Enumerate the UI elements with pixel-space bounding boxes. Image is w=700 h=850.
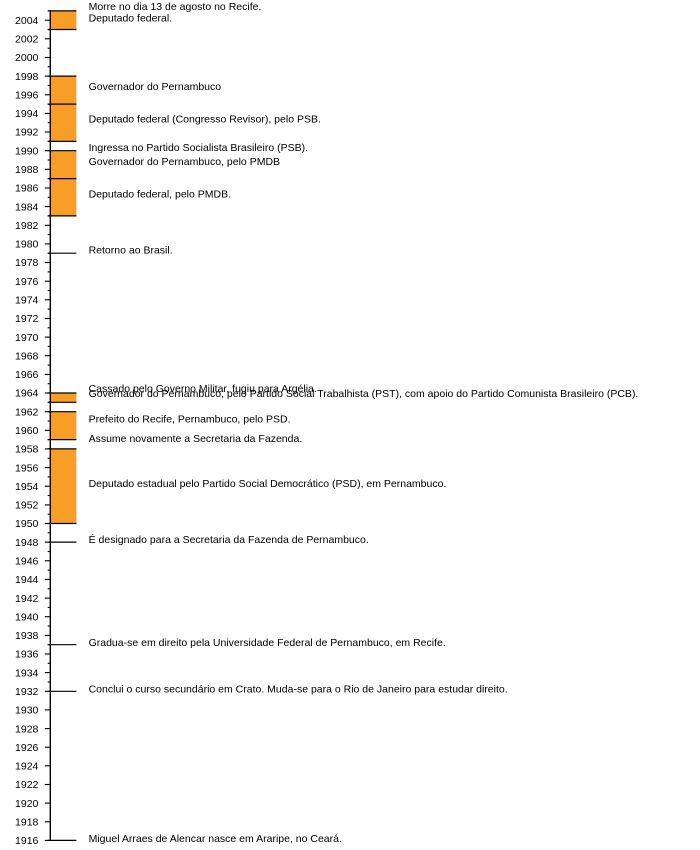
svg-text:1960: 1960: [15, 425, 39, 437]
svg-text:1974: 1974: [15, 295, 39, 307]
svg-text:Conclui o curso secundário em: Conclui o curso secundário em Crato. Mud…: [89, 683, 508, 695]
svg-text:Gradua-se em direito pela Univ: Gradua-se em direito pela Universidade F…: [89, 637, 446, 649]
svg-text:1948: 1948: [15, 537, 39, 549]
svg-text:1918: 1918: [15, 817, 39, 829]
svg-text:2004: 2004: [15, 15, 39, 27]
svg-text:1928: 1928: [15, 723, 39, 735]
svg-text:Deputado federal (Congresso Re: Deputado federal (Congresso Revisor), pe…: [89, 114, 321, 126]
svg-text:1932: 1932: [15, 686, 39, 698]
svg-text:Governador do Pernambuco, pelo: Governador do Pernambuco, pelo Partido S…: [89, 388, 639, 400]
svg-text:2000: 2000: [15, 52, 39, 64]
svg-text:Deputado estadual pelo Partido: Deputado estadual pelo Partido Social De…: [89, 478, 447, 490]
svg-text:Prefeito do Recife, Pernambuco: Prefeito do Recife, Pernambuco, pelo PSD…: [89, 413, 291, 425]
svg-text:Deputado federal.: Deputado federal.: [89, 13, 172, 25]
svg-text:2002: 2002: [15, 34, 39, 46]
svg-text:É designado para a Secretaria: É designado para a Secretaria da Fazenda…: [89, 533, 369, 546]
svg-text:1994: 1994: [15, 108, 39, 120]
svg-text:1958: 1958: [15, 444, 39, 456]
svg-text:Assume novamente a Secretaria: Assume novamente a Secretaria da Fazenda…: [89, 433, 303, 445]
svg-text:1986: 1986: [15, 183, 39, 195]
svg-text:Cassado pelo Governo Militar,: Cassado pelo Governo Militar, fugiu para…: [89, 383, 317, 395]
svg-text:Governador do Pernambuco, pelo: Governador do Pernambuco, pelo PMDB: [89, 156, 280, 168]
svg-text:1934: 1934: [15, 667, 39, 679]
svg-text:1942: 1942: [15, 593, 39, 605]
svg-text:1970: 1970: [15, 332, 39, 344]
svg-text:1924: 1924: [15, 761, 39, 773]
svg-text:1962: 1962: [15, 406, 39, 418]
svg-text:1982: 1982: [15, 220, 39, 232]
svg-text:1952: 1952: [15, 500, 39, 512]
svg-text:1988: 1988: [15, 164, 39, 176]
svg-text:1984: 1984: [15, 201, 39, 213]
svg-text:1936: 1936: [15, 649, 39, 661]
svg-text:1940: 1940: [15, 611, 39, 623]
svg-text:1926: 1926: [15, 742, 39, 754]
svg-text:Morre no dia 13 de agosto no R: Morre no dia 13 de agosto no Recife.: [89, 1, 262, 13]
svg-text:1938: 1938: [15, 630, 39, 642]
svg-text:1980: 1980: [15, 239, 39, 251]
svg-text:1954: 1954: [15, 481, 39, 493]
svg-text:1992: 1992: [15, 127, 39, 139]
svg-text:1916: 1916: [15, 835, 39, 847]
svg-text:1956: 1956: [15, 462, 39, 474]
svg-text:1990: 1990: [15, 145, 39, 157]
svg-text:1930: 1930: [15, 705, 39, 717]
svg-text:1996: 1996: [15, 90, 39, 102]
svg-text:1978: 1978: [15, 257, 39, 269]
svg-text:1922: 1922: [15, 779, 39, 791]
svg-text:1976: 1976: [15, 276, 39, 288]
svg-text:1964: 1964: [15, 388, 39, 400]
svg-text:1972: 1972: [15, 313, 39, 325]
svg-text:1944: 1944: [15, 574, 39, 586]
svg-text:1920: 1920: [15, 798, 39, 810]
svg-text:1950: 1950: [15, 518, 39, 530]
svg-text:1968: 1968: [15, 350, 39, 362]
svg-text:Miguel Arraes de Alencar nasce: Miguel Arraes de Alencar nasce em Ararip…: [89, 833, 342, 845]
svg-text:1966: 1966: [15, 369, 39, 381]
svg-text:Ingressa no Partido Socialista: Ingressa no Partido Socialista Brasileir…: [89, 142, 308, 154]
svg-text:1946: 1946: [15, 556, 39, 568]
svg-text:Retorno ao Brasil.: Retorno ao Brasil.: [89, 245, 173, 257]
svg-text:Governador do Pernambuco: Governador do Pernambuco: [89, 81, 222, 93]
svg-text:Deputado federal, pelo PMDB.: Deputado federal, pelo PMDB.: [89, 189, 231, 201]
svg-text:1998: 1998: [15, 71, 39, 83]
